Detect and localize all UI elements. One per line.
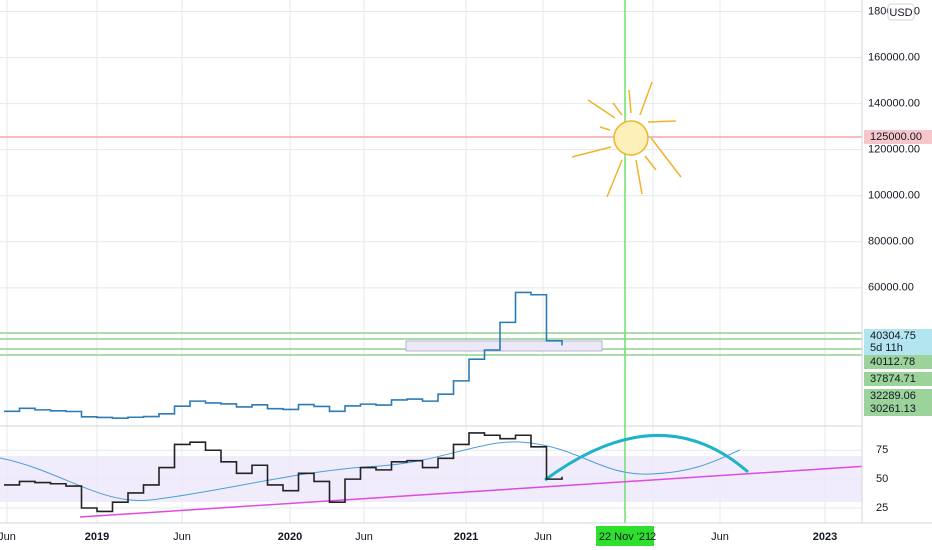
- y-tick-label: 80000.00: [868, 236, 914, 248]
- trendline: [79, 465, 869, 518]
- currency-badge[interactable]: [887, 3, 915, 21]
- x-tick-label: 2019: [85, 531, 109, 543]
- date-tag: [596, 526, 654, 546]
- x-tick-label: 2020: [278, 531, 302, 543]
- x-tick-label: 2023: [813, 531, 837, 543]
- y-tick-label: 120000.00: [868, 144, 920, 156]
- rsi-tick-label: 50: [876, 473, 888, 485]
- x-tick-label: Jun: [711, 531, 729, 543]
- y-tick-label: 160000.00: [868, 51, 920, 63]
- price-tag-label: 40304.75: [870, 330, 916, 342]
- price-line: [4, 291, 563, 419]
- rsi-line: [4, 432, 563, 513]
- price-tag: [864, 341, 932, 355]
- rsi-ma: [0, 441, 741, 501]
- price-tag-label: 125000.00: [870, 131, 922, 143]
- price-tag-label: 32289.06: [870, 390, 916, 402]
- x-tick-label: Jun: [534, 531, 552, 543]
- price-tag-label: 37874.71: [870, 373, 916, 385]
- price-tag: [864, 329, 932, 343]
- v-grid: [6, 0, 826, 523]
- x-tick-label: Jun: [173, 531, 191, 543]
- price-tag: [864, 130, 932, 144]
- price-tag-label: 5d 11h: [870, 342, 903, 354]
- rsi-band: [0, 456, 862, 502]
- price-tag: [864, 389, 932, 403]
- arc-drawing: [544, 434, 749, 482]
- rsi-tick-label: 75: [876, 444, 888, 456]
- x-tick-label: 2: [650, 531, 656, 543]
- sun: [571, 81, 682, 198]
- y-tick-label: 140000.00: [868, 98, 920, 110]
- x-tick-label: 22 Nov '21: [599, 531, 651, 543]
- x-tick-label: Jun: [355, 531, 373, 543]
- x-tick-label: Jun: [0, 531, 16, 543]
- price-tag-label: 30261.13: [870, 403, 916, 415]
- price-axis: [862, 0, 932, 550]
- rsi-tick-label: 25: [876, 502, 888, 514]
- price-tag: [864, 355, 932, 369]
- price-tag: [864, 402, 932, 416]
- y-tick-label: 60000.00: [868, 282, 914, 294]
- price-tag: [864, 372, 932, 386]
- x-tick-label: 2021: [454, 531, 478, 543]
- price-tag-label: 40112.78: [870, 356, 915, 368]
- y-tick-label: 100000.00: [868, 190, 920, 202]
- currency: USD: [889, 7, 912, 19]
- range-box: [405, 340, 603, 352]
